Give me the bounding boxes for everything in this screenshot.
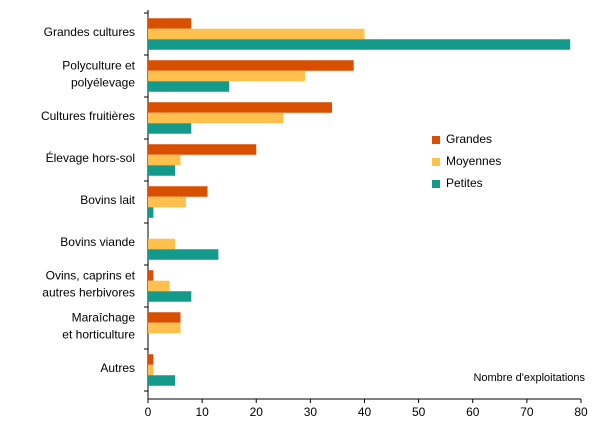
y-tick-label: Bovins lait [80,193,135,207]
x-tick-label: 60 [466,405,480,419]
annotation: Nombre d'exploitations [473,372,585,384]
x-tick-label: 40 [358,405,372,419]
bar [148,280,170,292]
legend-swatch [432,136,440,144]
bar [148,102,333,113]
bar [148,144,257,155]
bar [148,196,186,208]
y-tick-label: Polyculture et polyélevage [62,59,135,90]
bar [148,375,176,386]
bar [148,238,176,250]
x-tick-label: 30 [304,405,318,419]
bar [148,70,305,82]
bar [148,28,365,40]
y-tick-label: Ovins, caprins et autres herbivores [42,269,135,300]
y-tick-label: Maraîchage et horticulture [62,311,135,342]
bar [148,312,181,323]
bar [148,364,154,376]
legend-swatch [432,180,440,188]
x-tick-label: 70 [520,405,534,419]
bar [148,60,354,71]
bar [148,207,154,218]
y-tick-label: Bovins viande [60,235,135,249]
legend-swatch [432,158,440,166]
y-tick-label: Grandes cultures [44,25,135,39]
legend-label: Petites [446,176,483,190]
legend-label: Moyennes [446,154,501,168]
bar [148,354,154,365]
bar [148,39,571,50]
bar [148,112,284,124]
bar [148,186,208,197]
legend-label: Grandes [446,132,492,146]
x-tick-label: 10 [195,405,209,419]
bar [148,165,176,176]
bar [148,81,230,92]
y-tick-label: Cultures fruitières [41,109,135,123]
bar [148,123,192,134]
x-tick-label: 80 [574,405,588,419]
bar [148,291,192,302]
x-tick-label: 0 [145,405,152,419]
bar [148,154,181,166]
bar [148,322,181,334]
bar [148,18,192,29]
bar [148,270,154,281]
y-tick-label: Élevage hors-sol [46,150,135,165]
x-tick-label: 20 [250,405,264,419]
bar [148,249,219,260]
x-tick-label: 50 [412,405,426,419]
y-tick-label: Autres [100,361,135,375]
